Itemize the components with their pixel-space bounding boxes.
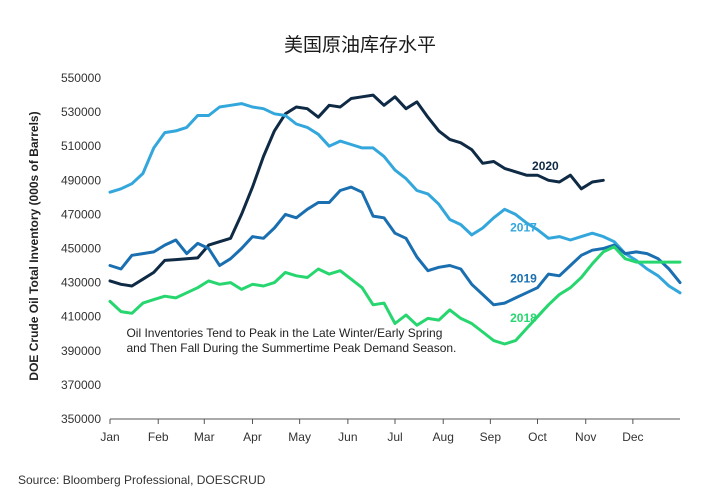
series-line-2020 xyxy=(108,93,605,288)
x-tick-label: Apr xyxy=(243,430,262,444)
y-axis-ticks: 350000 370000 390000 410000 430000 450000 4700… xyxy=(61,71,101,426)
series-lines xyxy=(108,93,682,346)
series-label-2020: 2020 xyxy=(532,159,559,173)
y-tick-label: 510000 xyxy=(61,139,101,153)
y-tick-label: 490000 xyxy=(61,173,101,187)
x-tick-label: Jul xyxy=(387,430,402,444)
y-tick-label: 470000 xyxy=(61,207,101,221)
y-tick-label: 450000 xyxy=(61,242,101,256)
x-axis: Jan Feb Mar Apr May Jun Jul Aug Sep Oct Nov Dec xyxy=(100,418,680,444)
y-tick-label: 390000 xyxy=(61,344,101,358)
x-tick-label: Nov xyxy=(575,430,596,444)
y-tick-label: 430000 xyxy=(61,276,101,290)
series-line-2018 xyxy=(108,245,682,346)
y-tick-label: 370000 xyxy=(61,378,101,392)
series-line-2017 xyxy=(108,102,682,295)
series-label-2019: 2019 xyxy=(510,272,537,286)
chart-title: 美国原油库存水平 xyxy=(284,34,436,56)
x-tick-label: Dec xyxy=(622,430,643,444)
x-tick-label: Feb xyxy=(148,430,169,444)
x-tick-label: Jun xyxy=(338,430,357,444)
annotation-line: Oil Inventories Tend to Peak in the Late… xyxy=(126,326,442,340)
y-axis-label: DOE Crude Oil Total Inventory (000s of B… xyxy=(27,111,41,380)
x-tick-label: Oct xyxy=(528,430,547,444)
y-tick-label: 530000 xyxy=(61,105,101,119)
x-tick-label: Jan xyxy=(100,430,119,444)
series-line-2019 xyxy=(108,185,682,307)
series-label-2018: 2018 xyxy=(510,311,537,325)
annotation: Oil Inventories Tend to Peak in the Late… xyxy=(126,326,456,355)
y-tick-label: 550000 xyxy=(61,71,101,85)
series-label-2017: 2017 xyxy=(510,220,537,234)
x-tick-label: Sep xyxy=(480,430,502,444)
annotation-line: and Then Fall During the Summertime Peak… xyxy=(126,341,456,355)
x-tick-label: May xyxy=(288,430,311,444)
series-labels: 2020 2017 2019 2018 xyxy=(510,159,559,325)
source-note: Source: Bloomberg Professional, DOESCRUD xyxy=(18,473,266,487)
y-tick-label: 410000 xyxy=(61,310,101,324)
x-tick-label: Mar xyxy=(194,430,215,444)
y-tick-label: 350000 xyxy=(61,412,101,426)
x-tick-label: Aug xyxy=(433,430,454,444)
